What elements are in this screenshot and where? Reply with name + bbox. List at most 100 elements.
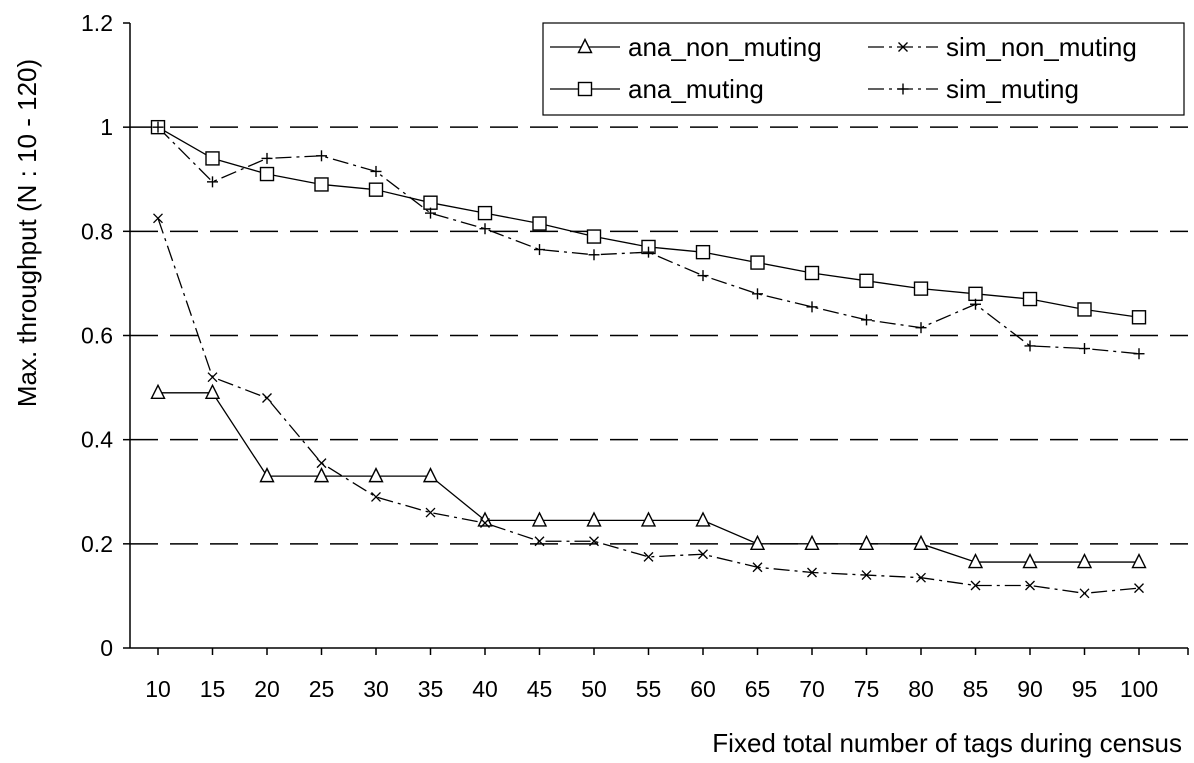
x-marker-stroke [1079, 588, 1090, 599]
x-axis-title: Fixed total number of tags during census [712, 728, 1182, 758]
x-tick-label: 15 [200, 676, 226, 702]
x-tick-label: 85 [963, 676, 989, 702]
plus-marker [588, 249, 600, 261]
x-marker [316, 458, 327, 469]
plus-marker [534, 244, 545, 256]
square-marker [804, 265, 820, 281]
plus-marker [370, 165, 382, 177]
x-tick-label: 25 [309, 676, 335, 702]
plus-marker [752, 288, 763, 300]
triangle-marker [204, 383, 221, 399]
markers-sim-non-muting [153, 213, 1144, 599]
x-ticks: 10 15 20 25 30 35 40 45 50 55 60 65 70 75 80 85 90 95 100 [145, 648, 1189, 702]
x-marker [898, 42, 908, 52]
plus-marker [479, 223, 491, 235]
gridlines [130, 126, 1188, 545]
plus-marker [207, 176, 218, 188]
x-marker [371, 491, 381, 502]
x-tick-label: 40 [472, 676, 498, 702]
x-marker-stroke [752, 562, 763, 573]
y-tick-label: 1.2 [81, 10, 113, 36]
x-tick-label: 20 [254, 676, 280, 702]
x-tick-label: 55 [636, 676, 662, 702]
square-marker [423, 195, 438, 210]
x-marker [698, 549, 708, 560]
triangle-marker [967, 552, 984, 569]
legend-item-ana-muting: ana_muting [550, 74, 764, 104]
x-marker-stroke [316, 458, 327, 469]
legend-item-ana-non-muting: ana_non_muting [550, 32, 822, 62]
square-marker [913, 281, 929, 296]
square-marker [859, 273, 874, 289]
triangle-marker [1076, 552, 1093, 569]
x-marker [1134, 583, 1144, 594]
x-marker-stroke [1134, 583, 1144, 594]
triangle-marker [368, 467, 384, 483]
x-marker-stroke [425, 507, 436, 518]
x-marker [425, 507, 436, 518]
x-marker [752, 562, 763, 573]
x-marker [807, 567, 817, 578]
triangle-marker [858, 534, 875, 551]
plus-marker [261, 152, 273, 164]
x-marker [207, 372, 218, 383]
x-marker-stroke [534, 536, 545, 547]
x-marker-stroke [589, 536, 599, 547]
x-marker-stroke [1025, 580, 1035, 591]
x-marker-stroke [480, 518, 490, 528]
square-marker [259, 166, 275, 182]
x-tick-label: 70 [799, 676, 825, 702]
series-line-ana-non-muting [158, 392, 1139, 563]
x-tick-label: 35 [418, 676, 444, 702]
legend-label: ana_muting [628, 74, 764, 104]
square-marker [1077, 302, 1092, 317]
x-marker [861, 570, 872, 581]
plus-marker [697, 270, 709, 282]
x-tick-label: 50 [581, 676, 607, 702]
x-tick-label: 80 [908, 676, 934, 702]
x-marker [643, 551, 654, 562]
plus-marker [1024, 340, 1036, 352]
plus-marker [316, 150, 327, 162]
series-line-ana-muting [157, 126, 1140, 318]
y-ticks: 0 0.2 0.4 0.6 0.8 1 1.2 [81, 10, 130, 661]
x-marker-stroke [970, 580, 981, 591]
markers-sim-muting [152, 121, 1145, 360]
x-tick-label: 60 [690, 676, 716, 702]
x-marker-stroke [262, 393, 272, 403]
plus-marker [1133, 348, 1145, 360]
plus-marker [806, 301, 818, 313]
x-marker-stroke [371, 491, 381, 502]
x-tick-label: 30 [363, 676, 389, 702]
triangle-marker [477, 511, 493, 527]
x-marker-stroke [153, 213, 163, 224]
markers-ana-muting [150, 119, 1147, 325]
x-tick-label: 75 [854, 676, 880, 702]
square-marker [968, 286, 983, 302]
plus-marker [915, 322, 927, 334]
legend-box [542, 22, 1185, 116]
triangle-marker [150, 383, 166, 399]
triangle-marker [913, 534, 929, 551]
legend-item-sim-non-muting: sim_non_muting [868, 32, 1137, 62]
x-marker [480, 518, 490, 528]
triangle-marker [313, 467, 330, 483]
plus-marker [1079, 343, 1090, 355]
x-marker [970, 580, 981, 591]
square-marker [1131, 310, 1147, 325]
plus-marker [897, 83, 909, 95]
y-tick-label: 0.2 [81, 531, 113, 557]
legend: ana_non_muting sim_non_muting ana_muting si… [542, 22, 1185, 116]
square-marker [314, 177, 329, 192]
square-marker [368, 182, 384, 197]
triangle-marker [259, 467, 275, 483]
square-marker [532, 216, 547, 231]
triangle-marker [586, 511, 602, 527]
plus-marker [970, 298, 981, 310]
plus-marker [861, 314, 872, 326]
x-marker-stroke [698, 549, 708, 560]
square-marker [205, 151, 220, 166]
x-marker [916, 572, 926, 583]
x-marker [534, 536, 545, 547]
